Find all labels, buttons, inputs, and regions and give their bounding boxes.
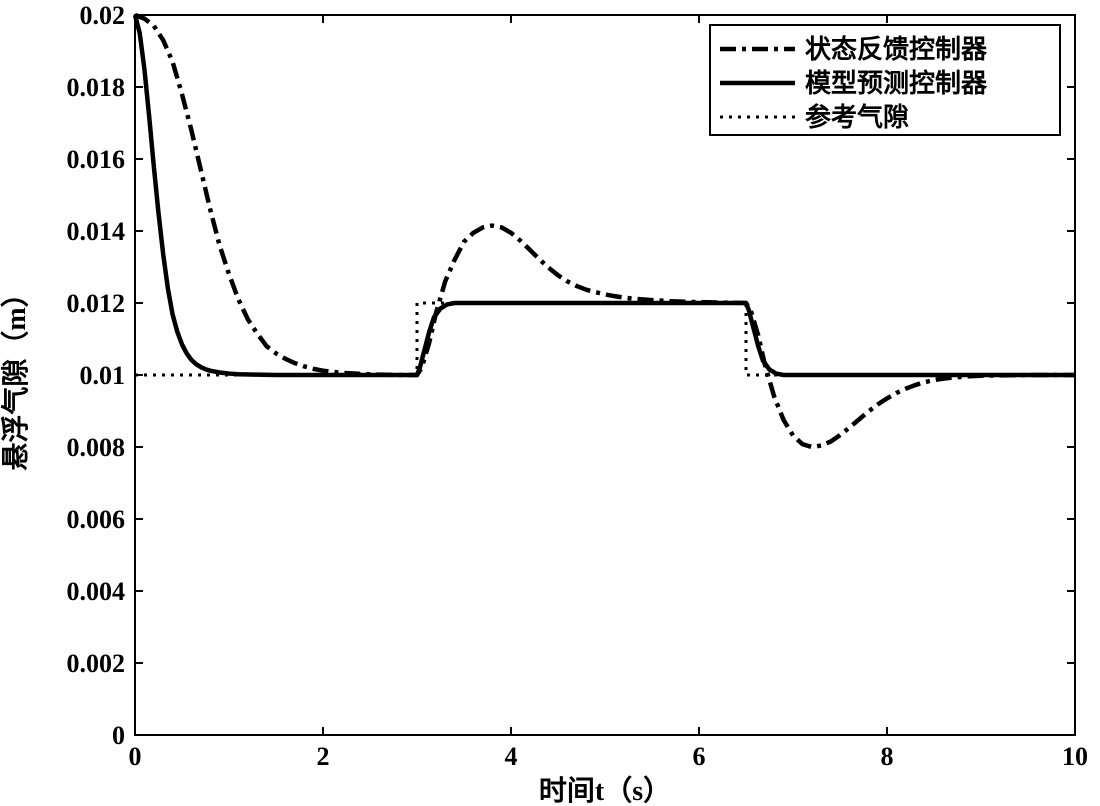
x-axis-label: 时间t（s） [539, 774, 671, 806]
x-tick-label: 6 [693, 742, 706, 771]
x-tick-label: 0 [129, 742, 142, 771]
y-tick-label: 0.01 [80, 361, 126, 390]
x-tick-label: 4 [505, 742, 518, 771]
y-axis-label: 悬浮气隙（m） [0, 279, 32, 470]
x-tick-label: 10 [1062, 742, 1088, 771]
y-tick-label: 0.016 [67, 145, 126, 174]
legend-label: 模型预测控制器 [805, 69, 988, 98]
y-tick-label: 0.02 [80, 1, 126, 30]
x-tick-label: 8 [881, 742, 894, 771]
x-tick-label: 2 [317, 742, 330, 771]
legend-label: 状态反馈控制器 [805, 34, 988, 64]
legend-label: 参考气隙 [805, 102, 909, 132]
y-tick-label: 0.018 [67, 73, 126, 102]
y-tick-label: 0.014 [67, 217, 126, 246]
y-tick-label: 0.006 [67, 505, 126, 534]
y-tick-label: 0.012 [67, 289, 126, 318]
line-chart: 0 2 4 6 8 10 0 0.002 0.004 0.006 0.008 0.01 0.012 0.0… [0, 0, 1100, 806]
y-tick-label: 0.004 [67, 577, 126, 606]
y-tick-label: 0.002 [67, 649, 126, 678]
y-tick-label: 0 [112, 721, 125, 750]
chart-container: 0 2 4 6 8 10 0 0.002 0.004 0.006 0.008 0.01 0.012 0.0… [0, 0, 1100, 806]
series-参考气隙 [135, 303, 1075, 375]
y-tick-label: 0.008 [67, 433, 126, 462]
